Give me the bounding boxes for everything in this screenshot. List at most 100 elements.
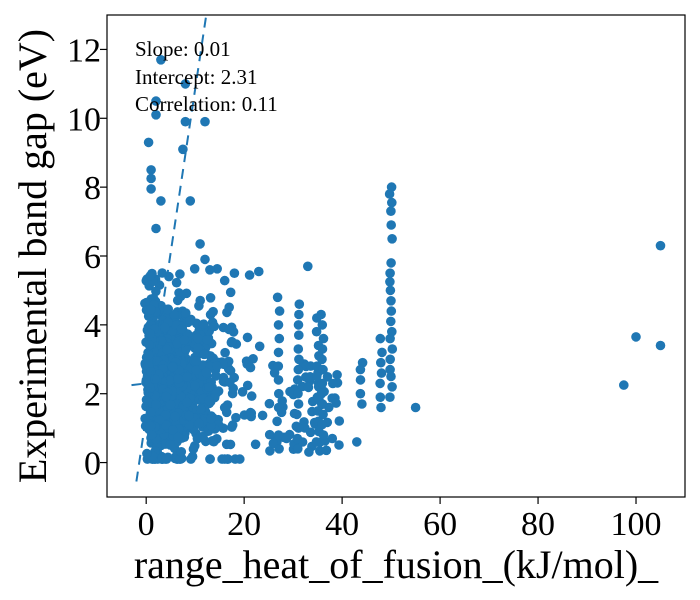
data-point	[188, 444, 199, 454]
data-point	[224, 302, 234, 313]
data-point	[146, 304, 156, 315]
data-point	[273, 361, 284, 372]
data-point	[146, 184, 156, 194]
data-point	[146, 430, 157, 440]
y-tick-label: 10	[67, 101, 101, 138]
data-point	[204, 382, 214, 393]
data-point	[265, 446, 275, 456]
data-point	[332, 370, 342, 380]
data-point	[385, 268, 395, 279]
data-point	[224, 324, 234, 335]
data-point	[156, 196, 166, 206]
data-point	[219, 402, 230, 413]
data-point	[293, 399, 304, 409]
data-point	[172, 295, 183, 306]
data-point	[386, 220, 397, 230]
data-point	[200, 116, 210, 127]
data-point	[334, 440, 344, 450]
data-point	[293, 320, 304, 330]
data-point	[195, 239, 205, 249]
data-point	[200, 254, 210, 265]
y-tick-label: 12	[67, 32, 101, 69]
data-point	[184, 410, 194, 421]
data-point	[250, 439, 261, 450]
data-point	[410, 402, 421, 413]
data-point	[145, 271, 156, 281]
data-point	[293, 388, 303, 399]
data-point	[176, 447, 187, 457]
data-point	[195, 295, 205, 306]
data-point	[174, 288, 184, 298]
data-point	[317, 419, 327, 430]
data-point	[161, 420, 171, 431]
data-point	[181, 308, 191, 318]
data-point	[145, 421, 156, 432]
data-point	[151, 223, 161, 234]
data-point	[375, 378, 385, 389]
data-point	[318, 333, 329, 344]
data-point	[386, 316, 396, 327]
y-axis-label: Experimental band gap (eV)	[10, 29, 55, 483]
data-point	[386, 306, 397, 316]
data-point	[198, 319, 209, 330]
data-point	[375, 333, 386, 344]
data-point	[317, 354, 327, 365]
data-point	[143, 350, 154, 360]
data-point	[355, 388, 366, 399]
data-point	[164, 271, 174, 282]
data-point	[180, 79, 191, 89]
data-point	[182, 372, 193, 382]
data-point	[246, 408, 257, 419]
data-point	[192, 333, 203, 344]
data-point	[655, 240, 666, 251]
data-point	[205, 265, 215, 275]
data-point	[387, 197, 397, 208]
data-point	[316, 309, 326, 320]
data-point	[274, 444, 284, 454]
annotation-intercept: Intercept: 2.31	[135, 65, 257, 89]
fit-line-layer	[131, 14, 208, 482]
data-point	[237, 387, 248, 397]
data-point	[273, 430, 284, 440]
data-point	[180, 116, 191, 127]
data-point	[292, 409, 302, 420]
fit-line-segment	[131, 382, 147, 387]
data-point	[164, 375, 175, 386]
data-point	[317, 320, 328, 330]
data-point	[151, 286, 161, 297]
data-point	[274, 306, 285, 316]
y-tick-label: 0	[84, 446, 101, 483]
data-point	[294, 309, 304, 320]
data-point	[220, 347, 230, 358]
data-point	[144, 340, 154, 350]
data-point	[317, 399, 328, 409]
data-point	[317, 344, 328, 354]
data-point	[179, 335, 190, 345]
data-point	[257, 410, 268, 421]
data-point	[145, 328, 155, 339]
data-point	[190, 380, 200, 391]
data-point	[219, 275, 230, 286]
data-point	[655, 340, 666, 351]
data-point	[189, 264, 200, 274]
data-point	[293, 423, 304, 433]
data-point	[322, 372, 333, 382]
data-point	[209, 321, 220, 332]
data-point	[178, 144, 188, 155]
data-point	[182, 397, 192, 408]
regression-line	[135, 14, 208, 482]
data-point	[316, 388, 327, 399]
data-point	[377, 347, 387, 358]
data-point	[142, 448, 152, 459]
data-point	[225, 287, 236, 298]
data-point	[212, 361, 222, 371]
data-point	[327, 433, 338, 444]
data-point	[205, 293, 216, 303]
data-point	[143, 137, 154, 148]
data-point	[387, 344, 398, 354]
x-tick-label: 100	[611, 506, 662, 543]
data-point	[273, 347, 284, 358]
y-ticks: 0 2 4 6 8 10 12	[67, 32, 107, 483]
annotation-slope: Slope: 0.01	[135, 37, 231, 61]
